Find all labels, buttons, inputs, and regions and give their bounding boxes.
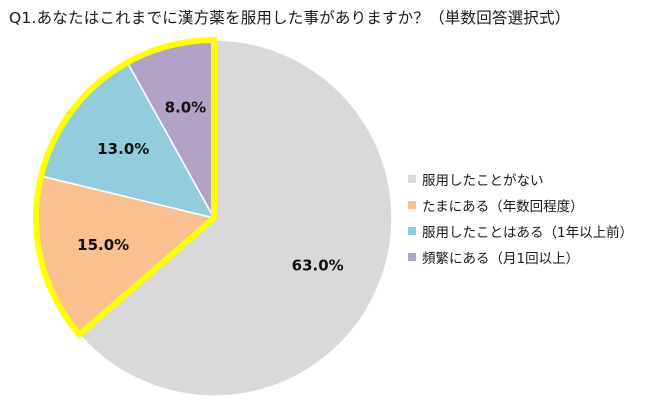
legend-item-used-before: 服用したことはある（1年以上前） (408, 218, 633, 244)
data-label: 15.0% (77, 236, 129, 254)
pie-slices (35, 39, 393, 397)
legend-item-frequently: 頻繁にある（月1回以上） (408, 244, 633, 270)
legend: 服用したことがない たまにある（年数回程度） 服用したことはある（1年以上前） … (408, 166, 633, 270)
chart-title: Q1.あなたはこれまでに漢方薬を服用した事がありますか？（単数回答選択式） (9, 9, 571, 27)
data-label: 13.0% (97, 140, 149, 158)
legend-label: 服用したことがない (422, 173, 544, 189)
slice-never-used (78, 39, 393, 397)
legend-label: 服用したことはある（1年以上前） (422, 225, 634, 241)
highlight-outline (33, 36, 217, 339)
legend-item-occasionally: たまにある（年数回程度） (408, 192, 633, 218)
legend-swatch (408, 227, 416, 235)
legend-swatch (408, 175, 416, 183)
data-label: 63.0% (292, 256, 344, 274)
legend-swatch (408, 201, 416, 209)
pie-data-labels: 63.0% 15.0% 13.0% 8.0% (77, 99, 344, 275)
legend-swatch (408, 253, 416, 261)
data-label: 8.0% (165, 99, 207, 117)
legend-item-never-used: 服用したことがない (408, 166, 633, 192)
legend-label: たまにある（年数回程度） (422, 199, 584, 215)
legend-label: 頻繁にある（月1回以上） (422, 251, 580, 267)
